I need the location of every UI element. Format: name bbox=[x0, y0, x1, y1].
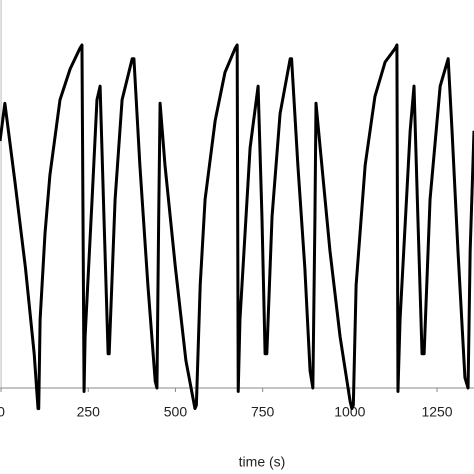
x-axis-label: time (s) bbox=[239, 454, 286, 470]
x-tick-label: 0 bbox=[0, 404, 5, 420]
x-tick-label: 1000 bbox=[334, 404, 365, 420]
x-tick-label: 250 bbox=[77, 404, 101, 420]
data-line bbox=[0, 43, 474, 411]
x-tick-label: 1250 bbox=[421, 404, 452, 420]
x-tick-label: 500 bbox=[164, 404, 188, 420]
x-tick-label: 750 bbox=[251, 404, 275, 420]
